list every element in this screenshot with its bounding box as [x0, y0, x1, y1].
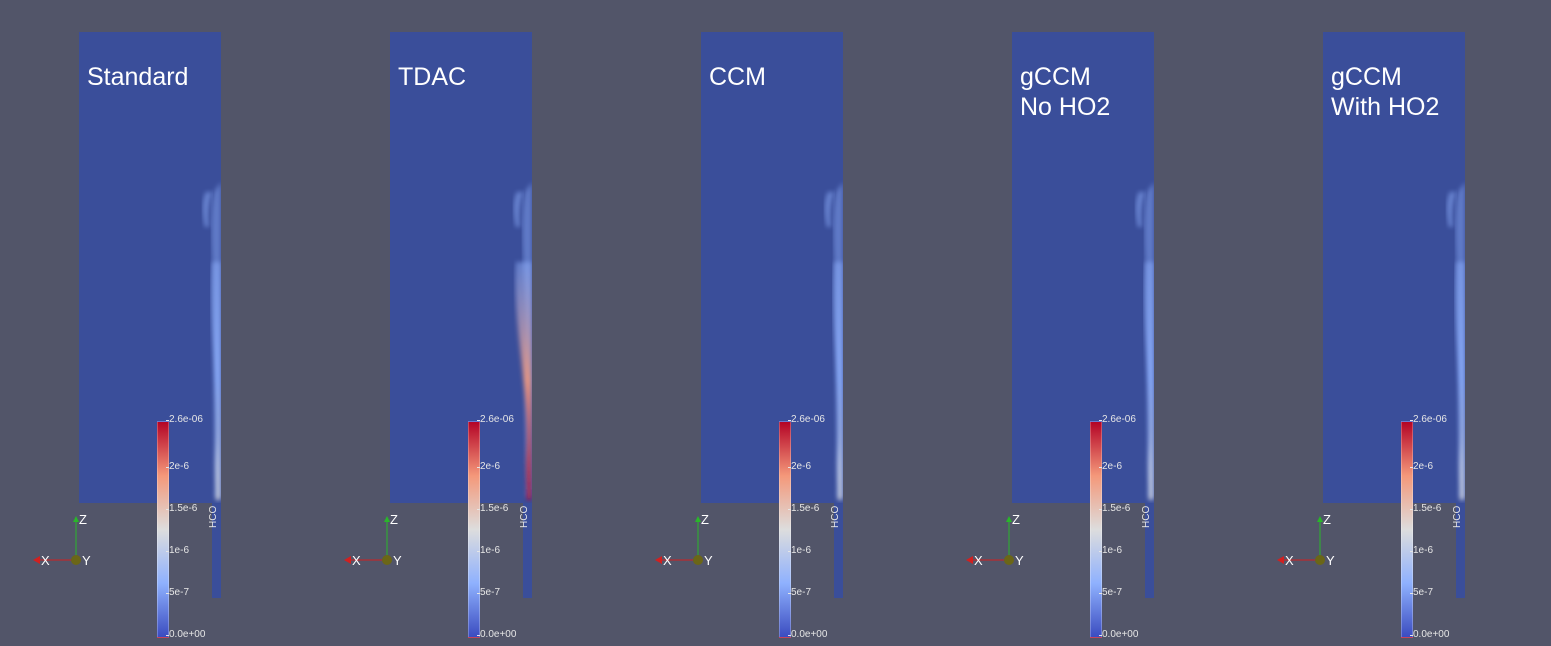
colorbar	[779, 421, 791, 638]
plume-tip	[1446, 192, 1456, 227]
plume-tip	[513, 192, 523, 227]
plume-core	[515, 262, 532, 500]
colorbar-tick: 2.6e-06	[1099, 414, 1136, 425]
colorbar-tick: 0.0e+00	[1098, 629, 1139, 640]
orientation-axes: Z X Y	[655, 512, 713, 568]
colorbar-title: HCO	[1141, 505, 1152, 528]
colorbar-tick: 0.0e+00	[1409, 629, 1450, 640]
colorbar-tick: 1.5e-6	[1409, 503, 1442, 514]
hco-plume	[1446, 182, 1465, 500]
colorbar-tick: 2.6e-06	[477, 414, 514, 425]
hco-plume	[202, 182, 221, 500]
colorbar-tick: 2e-6	[787, 461, 812, 472]
colorbar-tick: 5e-7	[787, 587, 812, 598]
colorbar-title: HCO	[208, 505, 219, 528]
simulation-panel: TDAC 2.6e-06 2e-6 1.5e-6 1e-6 5e-7 0.0e+…	[311, 0, 621, 646]
axis-label-z: Z	[79, 512, 87, 527]
axis-label-x: X	[352, 553, 361, 568]
plume-core	[1455, 262, 1465, 500]
colorbar-title: HCO	[830, 505, 841, 528]
plume-core	[211, 262, 221, 500]
colorbar-tick: 2e-6	[165, 461, 190, 472]
panel-label: Standard	[87, 63, 189, 91]
simulation-panel: gCCM With HO2 2.6e-06 2e-6 1.5e-6 1e-6 5…	[1244, 0, 1551, 646]
simulation-panel: CCM 2.6e-06 2e-6 1.5e-6 1e-6 5e-7 0.0e+0…	[622, 0, 932, 646]
fuel-inlet	[1456, 503, 1465, 598]
colorbar-title: HCO	[1452, 505, 1463, 528]
contour-domain: Standard	[79, 32, 221, 503]
orientation-axes: Z X Y	[1277, 512, 1335, 568]
panel-label: gCCM No HO2	[1020, 63, 1111, 121]
plume-tip	[202, 192, 212, 227]
hco-plume	[1135, 182, 1154, 500]
panel-label: CCM	[709, 63, 766, 91]
hco-plume	[513, 182, 532, 500]
simulation-panel: gCCM No HO2 2.6e-06 2e-6 1.5e-6 1e-6 5e-…	[933, 0, 1243, 646]
panel-label: gCCM With HO2	[1331, 63, 1440, 121]
colorbar-tick: 1e-6	[165, 545, 190, 556]
colorbar-tick: 2e-6	[476, 461, 501, 472]
axis-label-y: Y	[704, 553, 713, 568]
plume-tip	[824, 192, 834, 227]
contour-domain: gCCM With HO2	[1323, 32, 1465, 503]
axis-label-z: Z	[701, 512, 709, 527]
axis-label-x: X	[663, 553, 672, 568]
fuel-inlet	[1145, 503, 1154, 598]
simulation-panel: Standard 2.6e-06 2e-6 1.5e-6 1e-6 5e-7 0…	[0, 0, 310, 646]
colorbar-tick: 5e-7	[1098, 587, 1123, 598]
colorbar-tick: 5e-7	[1409, 587, 1434, 598]
colorbar-tick: 0.0e+00	[165, 629, 206, 640]
fuel-inlet	[834, 503, 843, 598]
colorbar-tick: 1e-6	[476, 545, 501, 556]
axis-label-z: Z	[1323, 512, 1331, 527]
colorbar	[1090, 421, 1102, 638]
orientation-axes: Z X Y	[966, 512, 1024, 568]
axis-label-x: X	[974, 553, 983, 568]
colorbar-tick: 0.0e+00	[787, 629, 828, 640]
colorbar-tick: 1.5e-6	[1098, 503, 1131, 514]
plume-tip	[1135, 192, 1145, 227]
colorbar	[1401, 421, 1413, 638]
colorbar-tick: 2.6e-06	[166, 414, 203, 425]
colorbar-tick: 2e-6	[1409, 461, 1434, 472]
axis-label-y: Y	[1015, 553, 1024, 568]
colorbar-tick: 2e-6	[1098, 461, 1123, 472]
colorbar-title: HCO	[519, 505, 530, 528]
colorbar	[468, 421, 480, 638]
colorbar-tick: 1.5e-6	[165, 503, 198, 514]
colorbar	[157, 421, 169, 638]
colorbar-tick: 5e-7	[476, 587, 501, 598]
axis-label-y: Y	[393, 553, 402, 568]
colorbar-tick: 2.6e-06	[1410, 414, 1447, 425]
colorbar-tick: 1e-6	[787, 545, 812, 556]
panel-label: TDAC	[398, 63, 467, 91]
plume-core	[833, 262, 843, 500]
axis-label-z: Z	[1012, 512, 1020, 527]
fuel-inlet	[523, 503, 532, 598]
contour-domain: gCCM No HO2	[1012, 32, 1154, 503]
orientation-axes: Z X Y	[344, 512, 402, 568]
colorbar-tick: 0.0e+00	[476, 629, 517, 640]
colorbar-tick: 1e-6	[1098, 545, 1123, 556]
axis-label-x: X	[41, 553, 50, 568]
axis-label-x: X	[1285, 553, 1294, 568]
contour-domain: CCM	[701, 32, 843, 503]
colorbar-tick: 2.6e-06	[788, 414, 825, 425]
fuel-inlet	[212, 503, 221, 598]
axis-label-z: Z	[390, 512, 398, 527]
colorbar-tick: 1.5e-6	[476, 503, 509, 514]
orientation-axes: Z X Y	[33, 512, 91, 568]
colorbar-tick: 1.5e-6	[787, 503, 820, 514]
plume-core	[1144, 262, 1154, 500]
colorbar-tick: 5e-7	[165, 587, 190, 598]
colorbar-tick: 1e-6	[1409, 545, 1434, 556]
hco-plume	[824, 182, 843, 500]
axis-label-y: Y	[82, 553, 91, 568]
contour-domain: TDAC	[390, 32, 532, 503]
axis-label-y: Y	[1326, 553, 1335, 568]
